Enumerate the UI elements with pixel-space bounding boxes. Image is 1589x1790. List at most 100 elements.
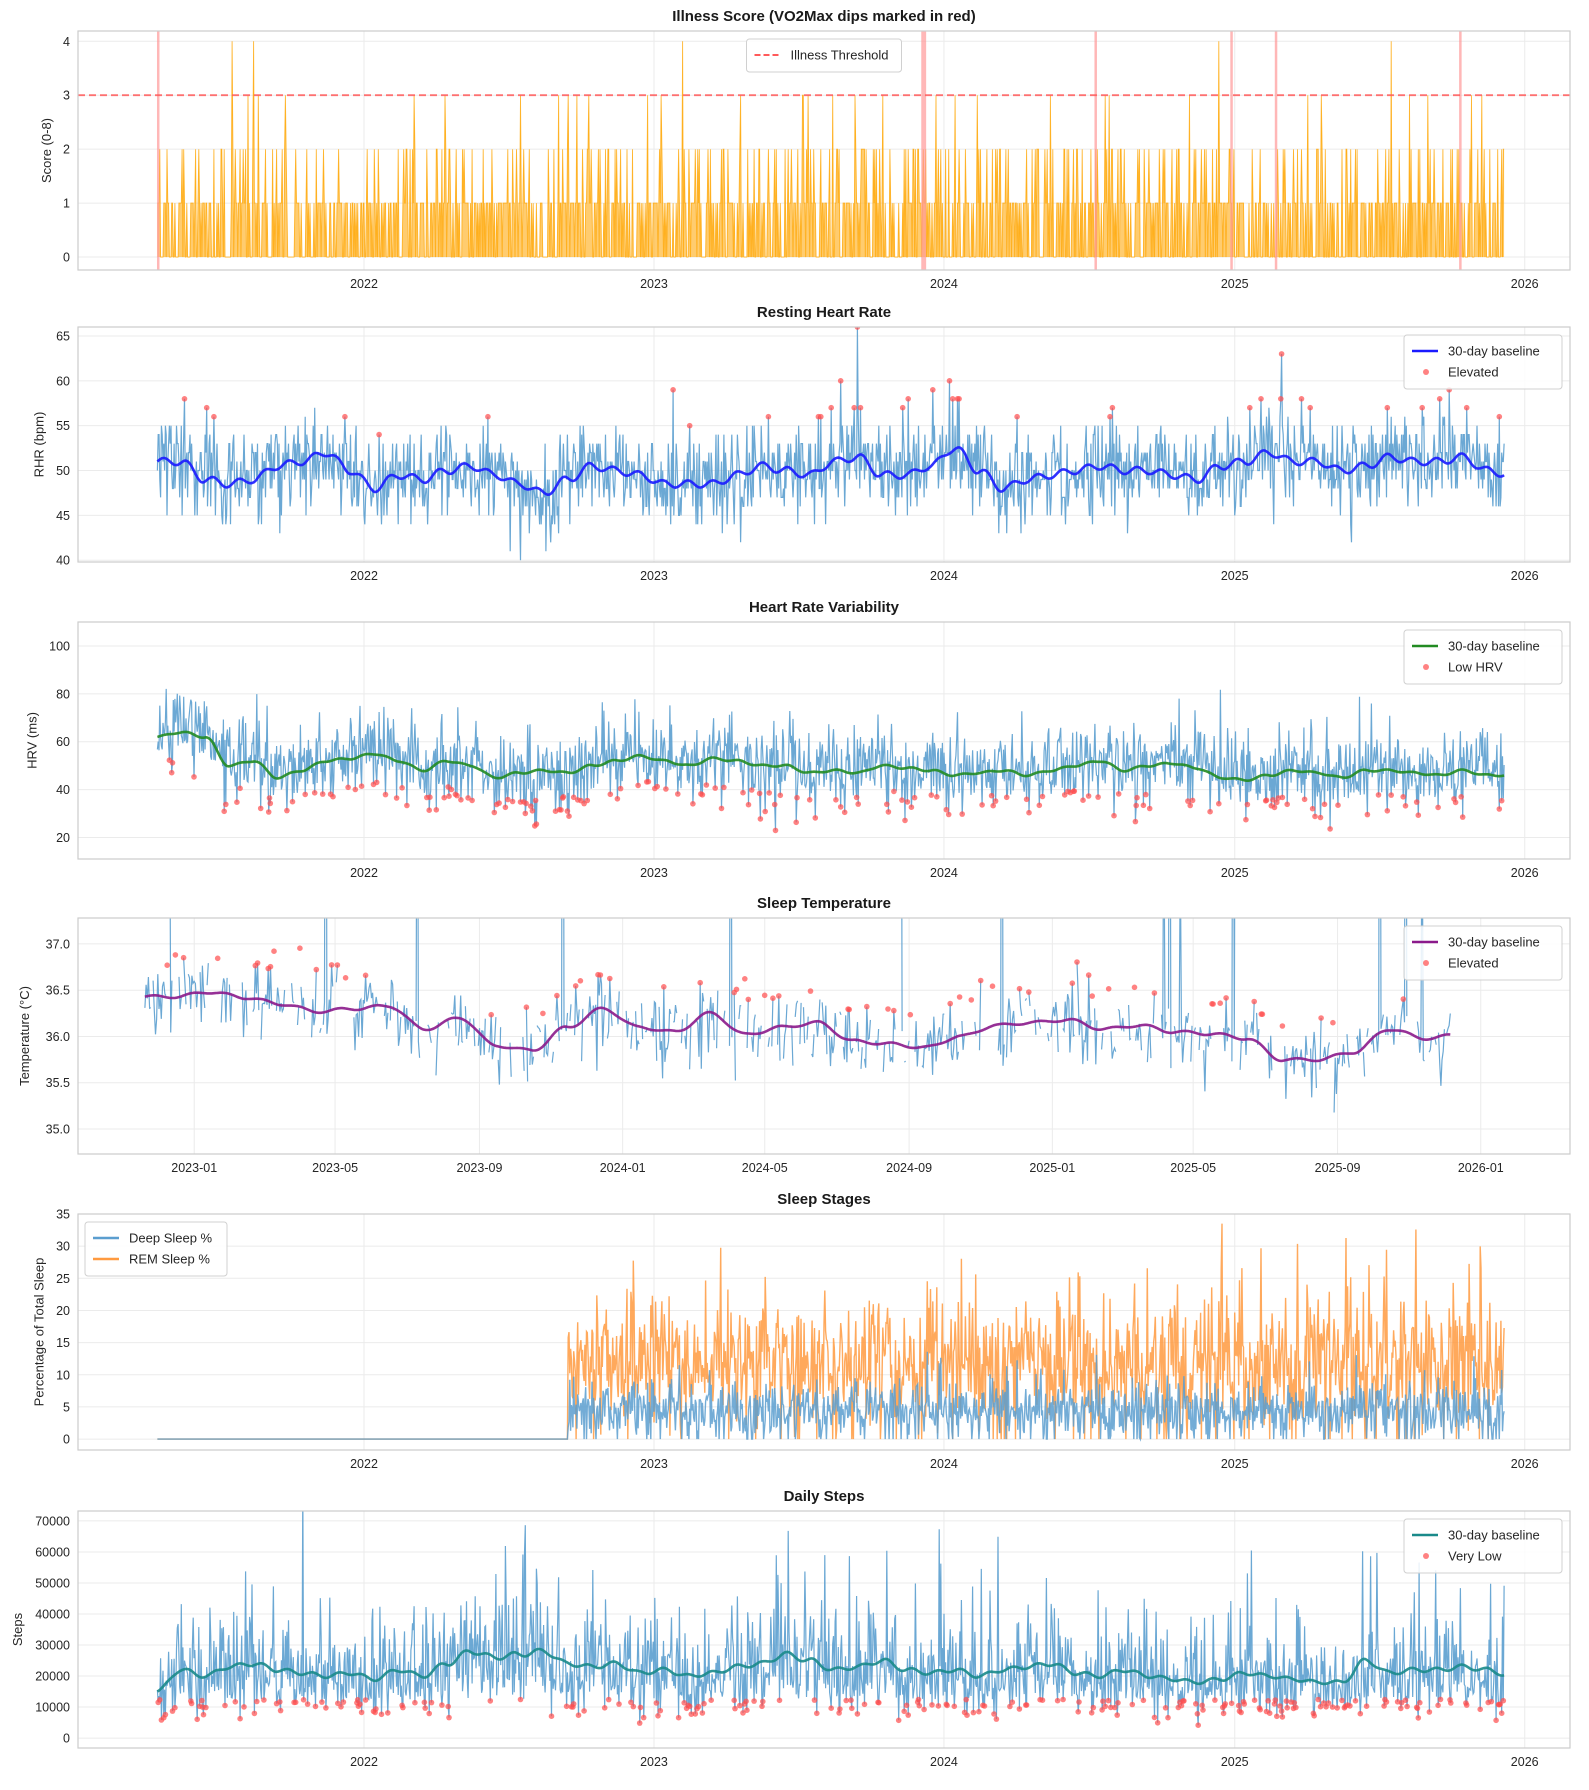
steps-flag-point (1363, 1703, 1370, 1709)
x-tick-label: 2024 (930, 569, 958, 583)
steps-flag-point (1228, 1700, 1235, 1707)
steps-flag-point (688, 1711, 695, 1717)
steps-flag-point (1417, 1699, 1423, 1706)
y-tick-label: 2 (63, 143, 70, 157)
steps-flag-point (1115, 1700, 1121, 1706)
steps-flag-point (1009, 1699, 1016, 1705)
steps-flag-point (695, 1703, 702, 1710)
steps-flag-point (655, 1713, 661, 1719)
steps-flag-point (253, 1698, 260, 1705)
steps-flag-point (981, 1703, 988, 1709)
x-tick-label: 2023 (640, 1755, 668, 1769)
legend-label: REM Sleep % (129, 1252, 210, 1267)
temp-flag-point (1074, 959, 1080, 965)
hrv-flag-point (427, 794, 433, 800)
hrv-flag-point (1279, 794, 1286, 801)
hrv-flag-point (266, 795, 273, 801)
chart-title: Resting Heart Rate (757, 304, 891, 321)
hrv-flag-point (1023, 796, 1030, 803)
legend-label: 30-day baseline (1448, 344, 1540, 359)
steps-flag-point (814, 1710, 820, 1717)
steps-flag-point (300, 1697, 307, 1703)
hrv-flag-point (1085, 793, 1092, 799)
steps-flag-point (1317, 1703, 1324, 1710)
temp-flag-point (745, 996, 752, 1003)
hrv-flag-point (740, 789, 746, 796)
legend-label: Illness Threshold (791, 48, 889, 63)
steps-flag-point (251, 1710, 258, 1717)
legend: 30-day baseline Elevated (1403, 925, 1563, 981)
temp-flag-point (989, 983, 996, 989)
hrv-flag-point (522, 810, 529, 817)
temp-flag-point (1105, 986, 1112, 992)
steps-flag-point (354, 1697, 361, 1703)
hrv-flag-point (757, 816, 764, 822)
steps-flag-point (1278, 1708, 1285, 1714)
temp-flag-point (742, 976, 748, 982)
steps-flag-point (575, 1712, 582, 1718)
legend-dot-icon (1423, 369, 1429, 375)
rhr-flag-point (1496, 413, 1503, 420)
temp-flag-point (560, 320, 566, 326)
hrv-flag-point (1133, 802, 1139, 809)
y-tick-label: 3 (63, 89, 70, 103)
hrv-flag-point (1327, 826, 1333, 832)
axes-frame (77, 326, 1571, 563)
x-tick-label: 2025 (1221, 1457, 1249, 1471)
hrv-flag-point (458, 797, 464, 803)
hrv-flag-point (1140, 802, 1147, 809)
rhr-flag-point (946, 378, 953, 384)
hrv-flag-point (617, 785, 624, 792)
steps-flag-point (1151, 1714, 1158, 1721)
steps-flag-point (1235, 1702, 1242, 1709)
temp-flag-point (1089, 993, 1095, 999)
steps-flag-point (563, 1703, 570, 1710)
steps-flag-point (628, 1699, 634, 1706)
hrv-flag-point (945, 811, 952, 818)
temp-flag-point (415, 609, 421, 615)
steps-flag-point (1199, 1702, 1205, 1709)
steps-flag-point (157, 1697, 163, 1703)
hrv-flag-point (943, 806, 950, 813)
legend-label: Elevated (1448, 365, 1499, 380)
steps-flag-point (1181, 1698, 1187, 1704)
hrv-flag-point (1284, 801, 1290, 808)
hrv-flag-point (1207, 808, 1213, 815)
steps-flag-point (1154, 1720, 1161, 1726)
steps-flag-point (1415, 1715, 1422, 1721)
y-tick-label: 65 (56, 329, 70, 343)
hrv-flag-point (311, 790, 318, 796)
hrv-flag-point (1384, 808, 1391, 814)
hrv-flag-point (614, 796, 621, 802)
hrv-flag-point (532, 797, 539, 804)
rhr-flag-point (1278, 351, 1285, 357)
x-tick-label: 2022 (350, 277, 378, 291)
hrv-flag-point (772, 827, 779, 834)
steps-flag-point (385, 1710, 391, 1716)
steps-flag-point (421, 1699, 428, 1706)
x-tick-label: 2024-01 (600, 1161, 646, 1175)
rhr-flag-point (851, 404, 857, 411)
hrv-flag-point (1498, 797, 1505, 804)
steps-flag-point (362, 1697, 369, 1703)
rhr-daily-line (156, 327, 1505, 561)
x-tick-label: 2024 (930, 866, 958, 880)
rhr-flag-point (211, 413, 217, 420)
steps-flag-point (708, 1697, 714, 1703)
hrv-flag-point (745, 801, 752, 808)
steps-flag-point (605, 1696, 612, 1703)
rhr-flag-point (828, 404, 834, 411)
hrv-flag-point (191, 774, 197, 780)
temp-flag-point (956, 994, 963, 1000)
panel-illness: Illness Score (VO2Max dips marked in red… (39, 8, 1571, 291)
rhr-flag-point (1298, 396, 1305, 402)
hrv-flag-point (1026, 809, 1032, 816)
hrv-flag-point (1071, 788, 1078, 794)
hrv-flag-point (1312, 813, 1318, 820)
hrv-flag-point (762, 808, 768, 815)
steps-flag-point (1414, 1705, 1421, 1712)
steps-flag-point (194, 1716, 200, 1723)
hrv-flag-point (721, 784, 727, 791)
steps-flag-point (1500, 1697, 1507, 1704)
plot-area (78, 31, 1570, 270)
